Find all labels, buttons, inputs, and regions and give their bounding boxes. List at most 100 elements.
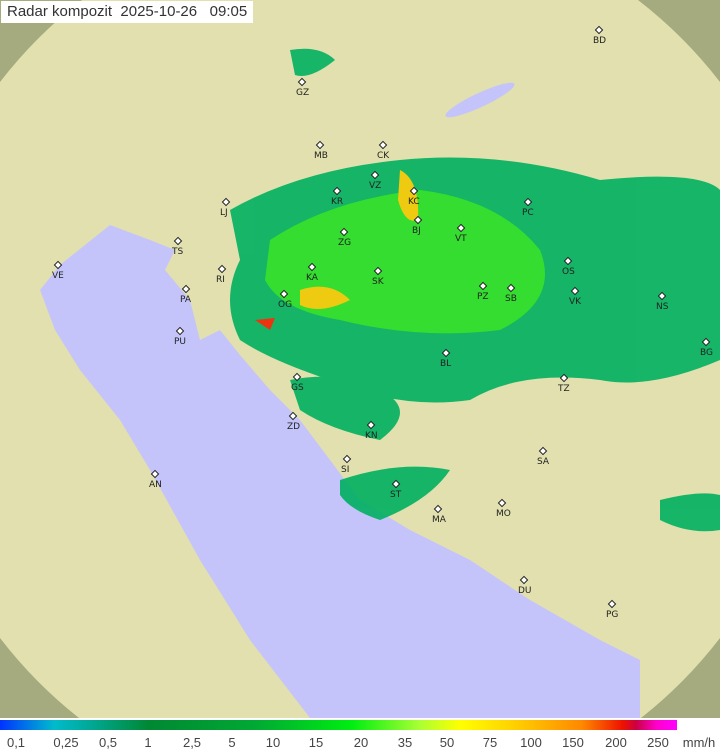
city-label: OS [562, 267, 575, 277]
city-label: ZG [338, 238, 351, 248]
city-label: BJ [412, 226, 421, 236]
title-bar: Radar kompozit 2025-10-26 09:05 [1, 1, 254, 23]
title-date: 2025-10-26 [120, 3, 198, 20]
city-label: SK [372, 277, 385, 287]
city-label: KR [331, 197, 343, 207]
city-marker-icon [315, 140, 325, 150]
city-label: BD [593, 36, 606, 46]
legend-tick: 0,1 [6, 735, 26, 750]
city-label: CK [377, 151, 390, 161]
city-label: MB [314, 151, 328, 161]
city-label: PG [606, 610, 618, 620]
city-label: BG [700, 348, 713, 358]
city-marker-icon [456, 223, 466, 233]
city-marker-icon [441, 348, 451, 358]
city-marker-icon [519, 575, 529, 585]
city-label: AN [149, 480, 162, 490]
city-label: SI [341, 465, 349, 475]
city-label: TZ [557, 384, 570, 394]
legend-unit: mm/h [682, 735, 716, 750]
legend-tick: 10 [265, 735, 281, 750]
city-marker-icon [373, 266, 383, 276]
city-marker-icon [370, 170, 380, 180]
city-marker-icon [53, 260, 63, 270]
legend-tick: 75 [482, 735, 498, 750]
city-label: RI [216, 275, 225, 285]
city-label: ZD [287, 422, 300, 432]
city-label: SA [537, 457, 550, 467]
city-label: MA [432, 515, 447, 525]
city-marker-icon [559, 373, 569, 383]
city-marker-icon [570, 286, 580, 296]
city-label: LJ [220, 208, 228, 218]
legend-tick: 5 [228, 735, 236, 750]
city-marker-icon [292, 372, 302, 382]
city-marker-icon [342, 454, 352, 464]
radar-map[interactable]: GZ MB CK BD VZ KR KC PC LJ BJ ZG VT TS VE RI KA SK OS PA PZ… [0, 0, 720, 718]
city-marker-icon [378, 140, 388, 150]
city-marker-icon [594, 25, 604, 35]
legend-colorbar [0, 720, 677, 730]
city-marker-icon [413, 215, 423, 225]
legend-tick: 50 [439, 735, 455, 750]
legend-tick: 150 [562, 735, 584, 750]
city-marker-icon [279, 289, 289, 299]
city-label: GS [291, 383, 304, 393]
city-marker-icon [366, 420, 376, 430]
city-label: VT [455, 234, 467, 244]
legend-tick: 200 [605, 735, 627, 750]
city-marker-icon [181, 284, 191, 294]
city-marker-icon [409, 186, 419, 196]
city-marker-icon [297, 77, 307, 87]
city-label: BL [440, 359, 451, 369]
legend-tick: 0,25 [53, 735, 79, 750]
adriatic-sea [40, 225, 640, 718]
city-label: SB [505, 294, 517, 304]
city-marker-icon [339, 227, 349, 237]
legend-tick: 0,5 [98, 735, 118, 750]
legend-tick: 1 [144, 735, 152, 750]
city-label: GZ [296, 88, 309, 98]
city-label: PA [180, 295, 192, 305]
legend-tick: 35 [397, 735, 413, 750]
city-label: TS [171, 247, 183, 257]
city-marker-icon [221, 197, 231, 207]
legend-tick: 2,5 [182, 735, 202, 750]
legend-tick: 15 [308, 735, 324, 750]
city-marker-icon [701, 337, 711, 347]
city-label: ST [390, 490, 402, 500]
city-marker-icon [288, 411, 298, 421]
city-label: KC [408, 197, 420, 207]
city-label: PU [174, 337, 186, 347]
city-marker-icon [478, 281, 488, 291]
city-marker-icon [506, 283, 516, 293]
lake-balaton [445, 82, 515, 118]
city-label: PC [522, 208, 534, 218]
city-label: DU [518, 586, 532, 596]
city-marker-icon [563, 256, 573, 266]
city-label: PZ [477, 292, 489, 302]
precipitation [230, 48, 720, 532]
city-label: VE [52, 271, 64, 281]
legend-ticks: 0,1 0,25 0,5 1 2,5 5 10 15 20 35 50 75 100 150 200 250 m… [0, 735, 720, 750]
city-marker-icon [538, 446, 548, 456]
legend-tick: 20 [353, 735, 369, 750]
city-marker-icon [307, 262, 317, 272]
city-label: NS [656, 302, 669, 312]
city-marker-icon [150, 469, 160, 479]
city-marker-icon [391, 479, 401, 489]
city-marker-icon [523, 197, 533, 207]
city-label: VK [569, 297, 582, 307]
city-label: VZ [369, 181, 381, 191]
title-label: Radar kompozit [7, 3, 113, 20]
legend-tick: 100 [520, 735, 542, 750]
city-label: KN [365, 431, 378, 441]
city-label: KA [306, 273, 319, 283]
city-marker-icon [607, 599, 617, 609]
city-marker-icon [657, 291, 667, 301]
city-markers: GZ MB CK BD VZ KR KC PC LJ BJ ZG VT TS VE RI KA SK OS PA PZ… [52, 25, 713, 620]
city-marker-icon [332, 186, 342, 196]
legend-tick: 250 [647, 735, 669, 750]
title-time: 09:05 [209, 3, 248, 20]
city-marker-icon [433, 504, 443, 514]
